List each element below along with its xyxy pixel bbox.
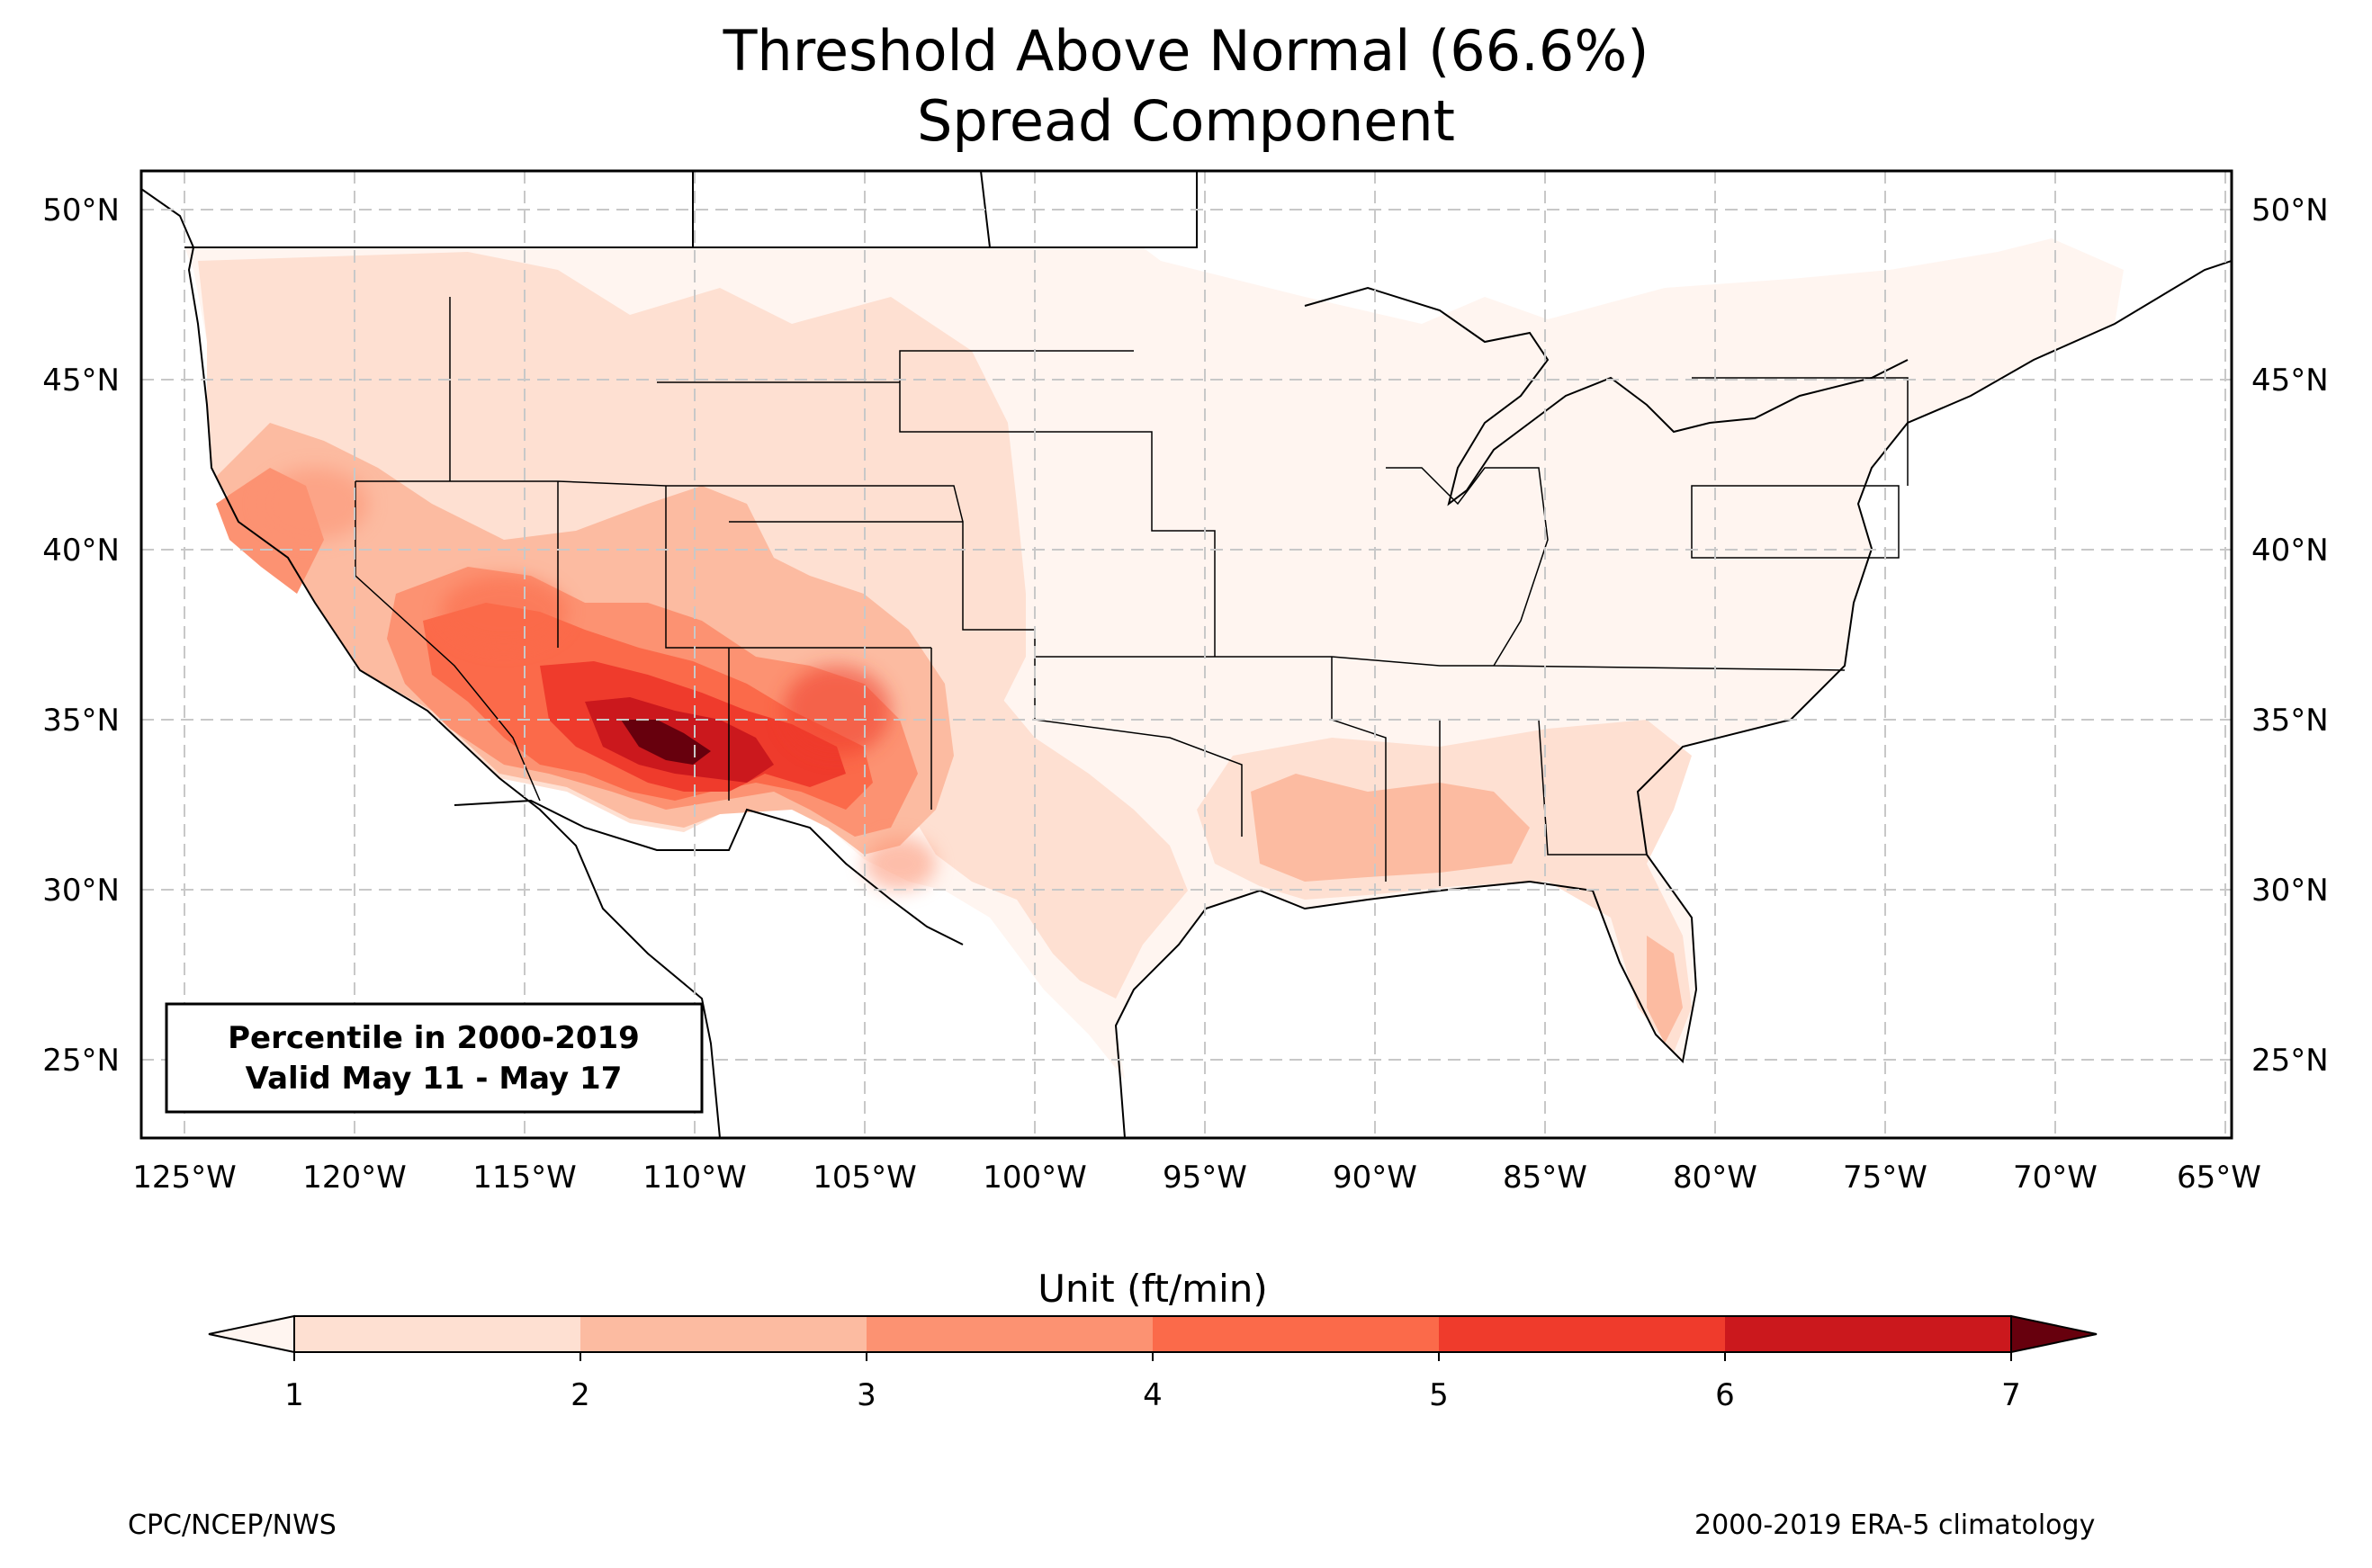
lon-tick-10: 75°W [1843, 1160, 1927, 1196]
lon-tick-12: 65°W [2177, 1160, 2261, 1196]
colorbar-label: Unit (ft/min) [1038, 1267, 1268, 1311]
lat-tick-left-2: 40°N [42, 533, 120, 569]
contour-band-1-southeast [1197, 720, 1692, 1053]
contour-band-2-florida [1647, 936, 1683, 1044]
colorbar-tick-7: 7 [2001, 1377, 2021, 1413]
great-lakes [1304, 286, 1909, 506]
colorbar-tick-3: 3 [857, 1377, 876, 1413]
lon-tick-4: 105°W [813, 1160, 917, 1196]
coastline [141, 188, 2232, 1138]
colorbar-segment-4 [1153, 1316, 1439, 1352]
mexico-border [454, 799, 964, 945]
blob-ca [261, 468, 369, 540]
colorbar-tick-1: 1 [284, 1377, 304, 1413]
info-box: Percentile in 2000-2019 Valid May 11 - M… [165, 1002, 704, 1114]
lat-tick-left-4: 30°N [42, 873, 120, 909]
colorbar-extend-low [208, 1314, 295, 1354]
lon-tick-6: 95°W [1163, 1160, 1247, 1196]
colorbar-tick-2: 2 [571, 1377, 590, 1413]
lon-tick-7: 90°W [1333, 1160, 1417, 1196]
colorbar-tick-5: 5 [1429, 1377, 1449, 1413]
lat-tick-left-1: 45°N [42, 363, 120, 399]
colorbar-tick-labels: 1 2 3 4 5 6 7 [284, 1377, 2021, 1413]
lon-tick-3: 110°W [642, 1160, 747, 1196]
lat-tick-right-0: 50°N [2251, 193, 2329, 228]
lat-tick-left-5: 25°N [42, 1043, 120, 1079]
lat-tick-right-1: 45°N [2251, 363, 2329, 399]
blob-tx [864, 837, 936, 891]
lat-tick-right-3: 35°N [2251, 703, 2329, 739]
colorbar-extend-high [2010, 1314, 2098, 1354]
lat-tick-left-0: 50°N [42, 193, 120, 228]
chart-subtitle: Spread Component [917, 88, 1455, 154]
colorbar [208, 1314, 2098, 1361]
colorbar-segment-3 [867, 1316, 1153, 1352]
lat-tick-right-4: 30°N [2251, 873, 2329, 909]
colorbar-tick-4: 4 [1143, 1377, 1163, 1413]
footer-left: CPC/NCEP/NWS [128, 1510, 337, 1541]
lon-tick-11: 70°W [2013, 1160, 2098, 1196]
map-area [141, 171, 2232, 1138]
lon-tick-5: 100°W [983, 1160, 1087, 1196]
blob-nm [783, 666, 891, 756]
lon-tick-0: 125°W [132, 1160, 237, 1196]
blob-nv [441, 576, 567, 648]
lon-tick-1: 120°W [302, 1160, 407, 1196]
lat-tick-right-5: 25°N [2251, 1043, 2329, 1079]
info-box-frame [165, 1002, 704, 1114]
colorbar-segment-6 [1725, 1316, 2011, 1352]
contour-band-2-gulf [1251, 774, 1530, 882]
lat-tick-labels-left: 50°N 45°N 40°N 35°N 30°N 25°N [42, 193, 120, 1079]
canada-border [184, 171, 1198, 248]
lat-tick-labels-right: 50°N 45°N 40°N 35°N 30°N 25°N [2251, 193, 2329, 1079]
lat-tick-left-3: 35°N [42, 703, 120, 739]
lon-tick-9: 80°W [1673, 1160, 1757, 1196]
chart-title: Threshold Above Normal (66.6%) [723, 18, 1649, 84]
colorbar-tick-6: 6 [1715, 1377, 1735, 1413]
lon-tick-labels: 125°W 120°W 115°W 110°W 105°W 100°W 95°W… [132, 1160, 2261, 1196]
info-box-line2: Valid May 11 - May 17 [246, 1061, 623, 1097]
state-borders [355, 297, 1909, 886]
contour-band-7 [621, 720, 711, 765]
lon-tick-2: 115°W [472, 1160, 577, 1196]
colorbar-segment-1 [294, 1316, 580, 1352]
lat-tick-right-2: 40°N [2251, 533, 2329, 569]
info-box-line1: Percentile in 2000-2019 [228, 1020, 640, 1056]
footer-right: 2000-2019 ERA-5 climatology [1694, 1510, 2096, 1541]
colorbar-segment-2 [580, 1316, 867, 1352]
colorbar-segment-5 [1439, 1316, 1725, 1352]
map-frame [139, 169, 2233, 1140]
contour-band-1-texas [909, 666, 1188, 999]
lon-tick-8: 85°W [1503, 1160, 1587, 1196]
